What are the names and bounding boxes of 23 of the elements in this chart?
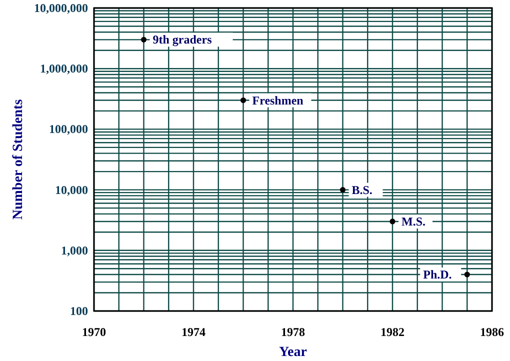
point [140,36,147,42]
y-tick-label: 10,000 [55,182,88,197]
point [240,97,246,104]
annotation: M.S. [402,214,426,228]
x-axis-title: Year [279,345,307,360]
annotation: 9th graders [152,32,212,47]
x-tick-label: 1986 [480,325,504,339]
x-tick-label: 1978 [281,325,305,339]
y-tick-label: 100,000 [49,122,88,136]
annotation: Freshmen [252,93,304,108]
point [340,187,346,193]
y-axis-title: Number of Students [11,98,26,220]
y-tick-label: 10,000,000 [34,1,88,15]
x-tick-label: 1974 [182,325,206,339]
annotation: Ph.D. [423,268,452,282]
y-tick-label: 1,000,000 [40,62,88,76]
x-tick-label: 1982 [380,325,404,339]
y-tick-label: 100 [70,304,88,318]
point [464,272,470,278]
y-tick-label: 1,000 [61,243,88,258]
annotation: B.S. [352,182,372,197]
x-tick-label: 1970 [82,325,106,339]
point [390,218,396,224]
